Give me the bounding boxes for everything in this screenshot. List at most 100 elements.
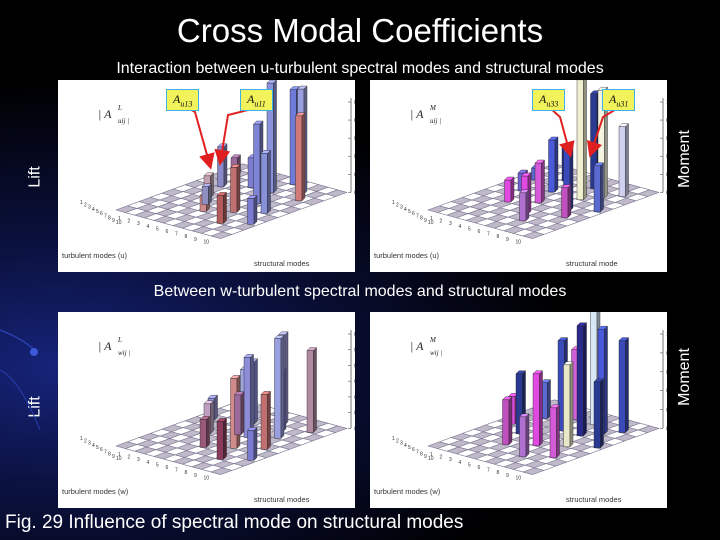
coefficient-superscript: L <box>117 104 122 112</box>
z-tick-label: 0.05 <box>354 411 355 417</box>
y-axis-label: structural modes <box>566 495 622 504</box>
bar-top <box>517 169 528 174</box>
z-tick-label: 0.5 <box>354 100 355 106</box>
bar-front <box>618 126 626 197</box>
y-axis-label: structural modes <box>254 495 310 504</box>
bar-side <box>301 112 306 202</box>
z-tick-label: 1 <box>666 332 667 338</box>
bar-front <box>593 381 601 448</box>
y-tick-label: 10 <box>204 239 210 245</box>
bar-top <box>519 189 530 193</box>
bar-front <box>576 80 584 200</box>
z-tick-label: 0.15 <box>354 379 355 385</box>
bar-side <box>554 136 559 193</box>
bar-side <box>273 80 277 194</box>
moment-label-bottom: Moment <box>675 348 693 406</box>
bar-front <box>548 139 556 193</box>
z-tick-label: 0.4 <box>666 389 667 395</box>
bar-side <box>206 415 210 448</box>
bar-top <box>618 123 629 127</box>
bar-front <box>201 186 209 205</box>
bar-top <box>216 418 227 422</box>
y-tick-label: 10 <box>516 475 522 481</box>
coefficient-superscript: M <box>429 104 437 112</box>
x-axis-label: turbulent modes (u) <box>62 251 128 260</box>
x-tick-label: 10 <box>116 220 122 226</box>
bar-top <box>207 395 218 399</box>
bar-side <box>541 159 545 204</box>
z-tick-label: 0 <box>666 426 667 432</box>
x-tick-label: 9 <box>112 454 115 460</box>
plot-w-lift: 00.050.10.150.20.250.3cross modal coeffi… <box>58 312 355 508</box>
bar-front <box>216 421 224 460</box>
x-tick-label: 2 <box>84 202 87 208</box>
bar-side <box>539 370 543 447</box>
bar-top <box>297 85 308 90</box>
y-tick-label: 4 <box>459 224 462 230</box>
bar-front <box>534 162 542 204</box>
bar-side <box>556 404 560 459</box>
bar-front <box>502 399 510 445</box>
y-tick-label: 5 <box>156 462 159 468</box>
bar-side <box>223 143 228 188</box>
bar-side <box>600 378 604 449</box>
x-tick-label: 6 <box>412 447 415 453</box>
x-tick-label: 9 <box>424 218 427 224</box>
z-tick-label: 0.8 <box>666 118 667 124</box>
bar-top <box>203 172 214 176</box>
bar-group <box>199 80 308 225</box>
bar-top <box>230 375 241 379</box>
y-axis-label: structural modes <box>254 259 310 268</box>
bar-front <box>199 419 207 448</box>
bar-side <box>313 347 317 434</box>
bar-side <box>253 194 258 225</box>
x-tick-label: 2 <box>84 438 87 444</box>
z-tick-label: 0.2 <box>666 172 667 178</box>
bar-top <box>230 164 241 168</box>
y-tick-label: 3 <box>137 221 140 227</box>
bar-side <box>254 358 258 425</box>
bar-front <box>260 153 268 214</box>
bar-top <box>515 370 526 374</box>
callout-u13: Au13 <box>166 89 200 112</box>
coefficient-superscript: M <box>429 336 437 344</box>
y-tick-label: 6 <box>478 465 481 471</box>
x-tick-label: 4 <box>92 443 95 449</box>
y-tick-label: 3 <box>449 221 452 227</box>
bar-side <box>583 80 587 201</box>
bar-side <box>223 417 227 460</box>
bar-top <box>521 172 532 177</box>
y-tick-label: 5 <box>468 462 471 468</box>
bar-top <box>295 112 306 116</box>
x-tick-label: 4 <box>404 207 407 213</box>
coefficient-symbol: | A <box>410 107 424 121</box>
y-tick-label: 8 <box>497 234 500 240</box>
y-tick-label: 3 <box>449 457 452 463</box>
x-tick-label: 9 <box>424 454 427 460</box>
x-tick-label: 3 <box>88 441 91 447</box>
x-tick-label: 8 <box>420 216 423 222</box>
bar-top <box>201 183 212 187</box>
bar-side <box>525 413 530 458</box>
x-tick-label: 1 <box>80 436 83 442</box>
bar-front <box>576 325 584 436</box>
bar-side <box>508 396 513 446</box>
bar-top <box>247 195 258 199</box>
y-tick-label: 2 <box>128 219 131 225</box>
bar-side <box>210 400 214 435</box>
slide-title: Cross Modal Coefficients <box>176 12 544 49</box>
bar-top <box>597 326 608 330</box>
x-tick-label: 10 <box>428 456 434 462</box>
coefficient-subscript: uij | <box>430 117 441 125</box>
y-tick-label: 2 <box>440 455 443 461</box>
bar-front <box>532 373 540 446</box>
bar-side <box>604 325 608 435</box>
x-tick-label: 7 <box>416 213 419 219</box>
y-tick-label: 5 <box>156 226 159 232</box>
bar-side <box>510 176 515 203</box>
bar-front <box>593 165 601 212</box>
bar-front <box>549 407 557 458</box>
y-tick-label: 5 <box>468 226 471 232</box>
bar-top <box>593 162 604 166</box>
bar-side <box>236 163 241 213</box>
